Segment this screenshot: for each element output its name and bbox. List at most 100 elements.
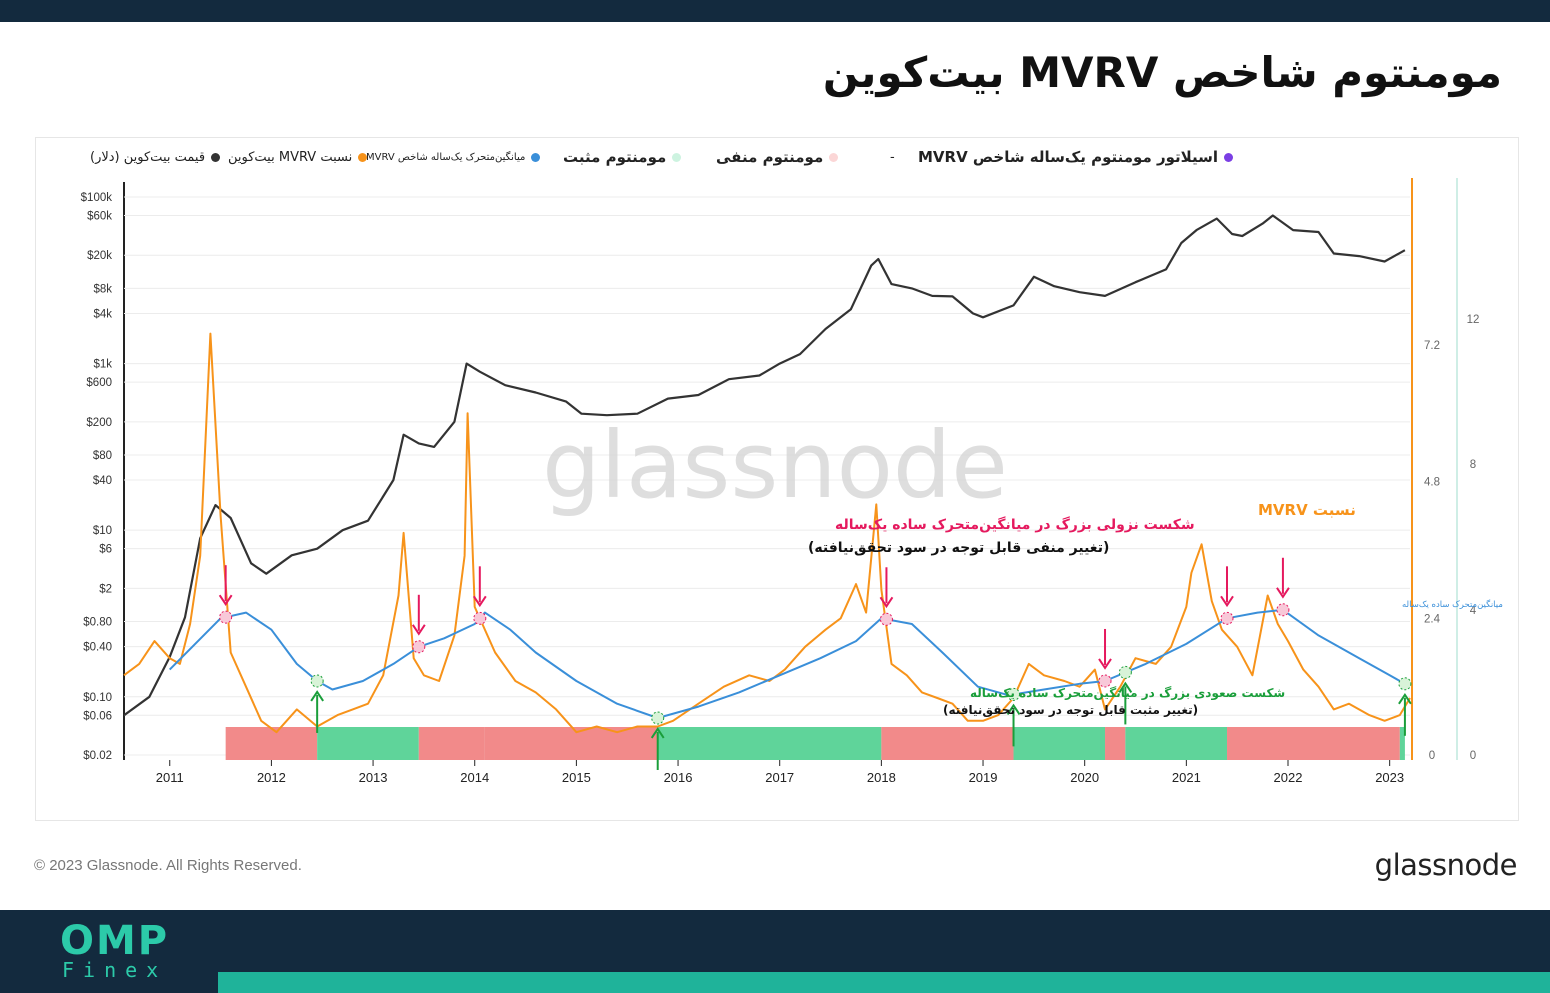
sma-series-line: [168, 608, 1406, 719]
bull-arrow-head: [1118, 681, 1133, 693]
bull-arrow-head: [1006, 703, 1021, 715]
bear-cross-marker: [1098, 674, 1112, 688]
bear-annotation-text-1: شکست نزولی بزرگ در میانگین‌متحرک ساده یک…: [835, 516, 1195, 533]
negative-legend-dot: [829, 152, 839, 162]
bull-arrow-head: [1398, 693, 1412, 705]
y-tick-label: $60k: [87, 210, 112, 222]
momentum-bar-positive: [1013, 727, 1106, 760]
y-tick-label: $0.06: [83, 710, 112, 722]
right2-tick-label: 12: [1467, 314, 1480, 326]
x-tick-label: 2011: [156, 770, 184, 785]
bear-arrow-head: [1098, 658, 1112, 670]
footer-stripe: [218, 972, 1550, 993]
y-tick-label: $0.02: [83, 750, 112, 762]
y-tick-label: $0.40: [83, 642, 112, 654]
bull-arrow-head: [650, 727, 665, 739]
x-tick-label: 2023: [1375, 770, 1404, 785]
mvrv-series-line: [123, 332, 1411, 734]
right-tick-label: 7.2: [1424, 340, 1440, 352]
y-tick-label: $6: [99, 544, 112, 556]
sma-legend-dot: [531, 152, 541, 162]
legend-oscillator-label: اسیلاتور مومنتوم یک‌ساله شاخص MVRV: [918, 148, 1219, 166]
legend-oscillator[interactable]: اسیلاتور مومنتوم یک‌ساله شاخص MVRV: [918, 146, 1234, 168]
right2-tick-label: 4: [1470, 605, 1477, 617]
bear-cross-marker: [1276, 603, 1290, 617]
momentum-bar-positive: [657, 727, 882, 760]
x-tick-label: 2013: [359, 770, 388, 785]
bear-cross-marker: [1220, 611, 1234, 625]
omp-logo: OMP: [60, 918, 170, 964]
y-tick-label: $80: [93, 450, 112, 462]
y-tick-label: $20k: [87, 250, 112, 262]
legend-mvrv-label: نسبت MVRV بیت‌کوین: [228, 149, 353, 165]
y-tick-label: $4k: [93, 308, 112, 320]
x-tick-label: 2016: [664, 770, 693, 785]
momentum-bar-positive: [317, 727, 419, 760]
x-tick-label: 2019: [969, 770, 998, 785]
x-tick-label: 2014: [460, 770, 489, 785]
legend-dash-label: -: [890, 149, 895, 165]
oscillator-legend-dot: [1224, 152, 1234, 162]
mvrv-annotation-label: نسبت MVRV: [1258, 501, 1356, 519]
bear-cross-marker: [412, 640, 426, 654]
legend-sma[interactable]: میانگین‌متحرک یک‌ساله شاخص MVRV: [366, 146, 541, 168]
top-bar: [0, 0, 1550, 22]
x-tick-label: 2018: [867, 770, 896, 785]
x-tick-label: 2017: [765, 770, 794, 785]
legend-positive-label: مومنتوم مثبت: [563, 148, 667, 166]
chart-frame: [35, 137, 1519, 821]
x-tick-label: 2020: [1070, 770, 1099, 785]
bear-arrow-head: [218, 594, 233, 606]
bear-annotation-text-2: (تغییر منفی قابل توجه در سود تحقق‌نیافته…: [808, 540, 1109, 556]
bull-cross-marker: [1118, 665, 1132, 679]
sma-annotation-label: میانگین‌متحرک ساده یک‌ساله: [1402, 599, 1503, 610]
legend-positive[interactable]: مومنتوم مثبت: [563, 146, 682, 168]
right2-tick-label: 8: [1470, 459, 1476, 471]
y-tick-label: $10: [93, 525, 112, 537]
bear-arrow-head: [411, 624, 426, 636]
right-tick-label: 0: [1429, 750, 1435, 762]
x-tick-label: 2015: [562, 770, 591, 785]
momentum-bar-positive: [1125, 727, 1228, 760]
x-tick-label: 2022: [1274, 770, 1303, 785]
bear-arrow-head: [1276, 587, 1290, 599]
positive-legend-dot: [672, 152, 682, 162]
legend-price-label: قیمت بیت‌کوین (دلار): [90, 149, 206, 165]
legend-sma-label: میانگین‌متحرک یک‌ساله شاخص MVRV: [366, 151, 526, 163]
right-tick-label: 4.8: [1424, 477, 1440, 489]
y-tick-label: $600: [86, 377, 112, 389]
watermark-text: glassnode: [542, 412, 1008, 519]
momentum-bar-negative: [1105, 727, 1126, 760]
bull-arrow-head: [310, 690, 324, 702]
bear-arrow-head: [1220, 595, 1234, 608]
right-tick-label: 2.4: [1424, 613, 1441, 625]
bear-arrow-head: [472, 595, 487, 608]
copyright-text: © 2023 Glassnode. All Rights Reserved.: [34, 857, 302, 874]
price-series-line: [123, 214, 1406, 717]
finex-logo: Finex: [62, 958, 168, 982]
bull-cross-marker: [651, 711, 665, 725]
x-tick-label: 2012: [257, 770, 286, 785]
y-tick-label: $1k: [93, 359, 112, 371]
y-tick-label: $8k: [93, 283, 112, 295]
page-title: مومنتوم شاخص MVRV بیت‌کوین: [822, 48, 1502, 97]
legend-price[interactable]: قیمت بیت‌کوین (دلار): [90, 146, 221, 168]
bull-cross-marker: [1007, 687, 1021, 701]
momentum-bar-negative: [1227, 727, 1400, 760]
bear-cross-marker: [473, 611, 487, 625]
mvrv-legend-dot: [358, 152, 368, 162]
legend-negative[interactable]: مومنتوم منفی: [716, 146, 839, 168]
legend-dash: -: [890, 146, 895, 168]
momentum-bar-negative: [418, 727, 485, 760]
legend-negative-label: مومنتوم منفی: [716, 148, 824, 166]
x-tick-label: 2021: [1172, 770, 1201, 785]
bear-cross-marker: [879, 612, 893, 626]
bull-cross-marker: [310, 674, 324, 688]
y-tick-label: $40: [93, 475, 112, 487]
right2-tick-label: 0: [1470, 750, 1476, 762]
y-tick-label: $100k: [81, 192, 113, 204]
legend-mvrv[interactable]: نسبت MVRV بیت‌کوین: [228, 146, 368, 168]
y-tick-label: $2: [99, 583, 112, 595]
momentum-bar-negative: [881, 727, 1014, 760]
bear-arrow-head: [879, 596, 894, 609]
